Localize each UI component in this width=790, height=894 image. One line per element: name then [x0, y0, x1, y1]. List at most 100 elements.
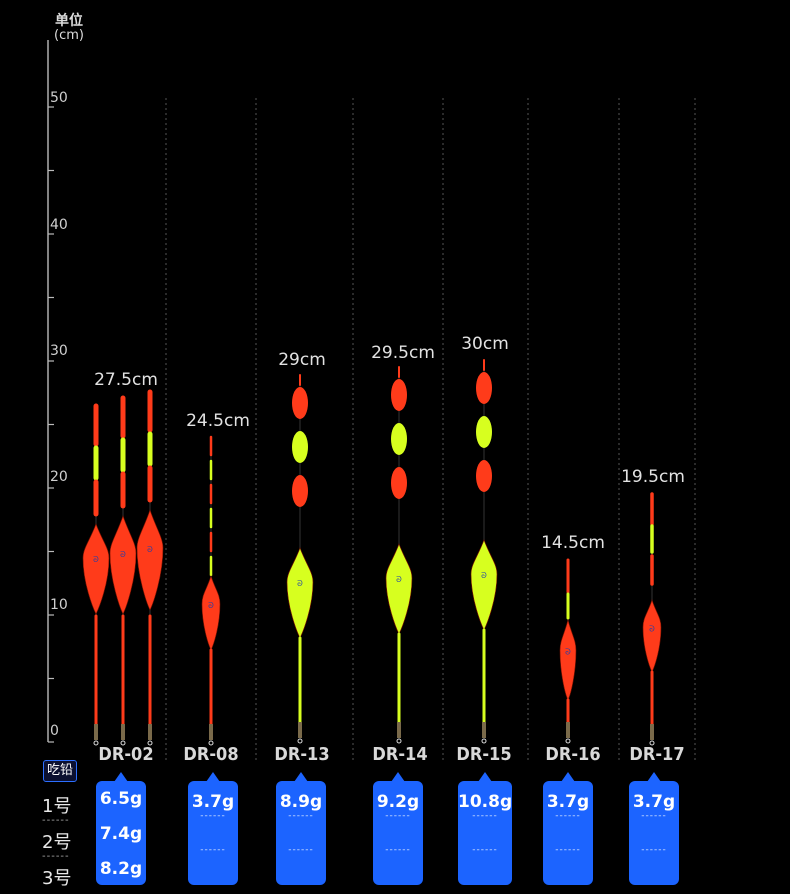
- weight-3-dr15: ------: [472, 845, 498, 855]
- weight-1-dr13: 8.9g: [279, 792, 323, 812]
- hook-eye: [120, 740, 126, 746]
- unit-label: 单位: [55, 13, 83, 29]
- logo-mark: ᘐ: [93, 555, 99, 564]
- bead-red: [476, 372, 492, 404]
- bead-yellow: [292, 431, 308, 463]
- float-tail: [209, 724, 213, 740]
- float-body: [470, 539, 498, 631]
- float-tail: [482, 722, 486, 738]
- weight-1-dr02: 6.5g: [99, 789, 143, 809]
- length-label-dr17: 19.5cm: [621, 467, 685, 487]
- float-body: [385, 543, 413, 635]
- lead-weight-header: 吃铅: [43, 760, 77, 782]
- length-label-dr15: 30cm: [461, 334, 509, 354]
- tick-30: 30: [50, 343, 68, 359]
- bead-yellow: [476, 416, 492, 448]
- hook-eye: [396, 738, 402, 744]
- length-label-dr14: 29.5cm: [371, 343, 435, 363]
- weight-card-dr08: 3.7g ------ ------: [188, 772, 238, 885]
- bead-red: [292, 475, 308, 507]
- weight-3-dr14: ------: [385, 845, 411, 855]
- float-tail: [121, 724, 125, 740]
- float-tail: [94, 724, 98, 740]
- float-tail: [650, 724, 654, 740]
- length-label-dr13: 29cm: [278, 350, 326, 370]
- weight-3-dr16: ------: [555, 845, 581, 855]
- length-label-dr08: 24.5cm: [186, 411, 250, 431]
- weight-card-dr02: 6.5g 7.4g 8.2g: [96, 772, 146, 885]
- row-label-1: 1号: [42, 796, 72, 817]
- model-dr17: DR-17: [629, 744, 685, 765]
- model-dr02: DR-02: [98, 744, 154, 765]
- hook-eye: [297, 738, 303, 744]
- length-label-dr02: 27.5cm: [94, 370, 158, 390]
- bead-red: [391, 467, 407, 499]
- row-separator-1: ------: [42, 815, 70, 826]
- bead-red: [391, 379, 407, 411]
- weight-3-dr13: ------: [288, 845, 314, 855]
- tick-50: 50: [50, 90, 68, 106]
- model-dr14: DR-14: [372, 744, 428, 765]
- weight-1-dr16: 3.7g: [546, 792, 590, 812]
- weight-1-dr08: 3.7g: [191, 792, 235, 812]
- weight-2-dr15: ------: [472, 811, 498, 821]
- bead-yellow: [391, 423, 407, 455]
- row-separator-2: ------: [42, 851, 70, 862]
- logo-mark: ᘐ: [120, 550, 126, 559]
- weight-card-dr13: 8.9g ------ ------: [276, 772, 326, 885]
- float-body-dr17: [642, 599, 662, 673]
- logo-mark: ᘐ: [649, 624, 655, 633]
- logo-mark: ᘐ: [147, 545, 153, 554]
- float-tail: [298, 722, 302, 738]
- hook-eye: [93, 740, 99, 746]
- float-body-dr08: [201, 575, 221, 651]
- bead-red: [476, 460, 492, 492]
- tick-0: 0: [50, 723, 59, 739]
- model-dr08: DR-08: [183, 744, 239, 765]
- hook-eye: [565, 738, 571, 744]
- unit-suffix: (cm): [54, 28, 84, 43]
- float-body-dr02: [136, 509, 164, 611]
- weight-card-dr16: 3.7g ------ ------: [543, 772, 593, 885]
- weight-card-dr17: 3.7g ------ ------: [629, 772, 679, 885]
- weight-card-dr14: 9.2g ------ ------: [373, 772, 423, 885]
- float-body: [286, 547, 314, 639]
- tick-20: 20: [50, 469, 68, 485]
- weight-3-dr17: ------: [641, 845, 667, 855]
- hook-eye: [481, 738, 487, 744]
- weight-card-dr15: 10.8g ------ ------: [458, 772, 513, 885]
- tick-40: 40: [50, 217, 68, 233]
- bead-red: [292, 387, 308, 419]
- logo-mark: ᘐ: [396, 575, 402, 584]
- model-dr15: DR-15: [456, 744, 512, 765]
- float-body-dr16: [559, 618, 577, 701]
- row-label-2: 2号: [42, 832, 72, 853]
- weight-2-dr08: ------: [200, 811, 226, 821]
- hook-eye: [649, 740, 655, 746]
- float-tail: [397, 722, 401, 738]
- logo-mark: ᘐ: [297, 579, 303, 588]
- float-tail: [566, 722, 570, 738]
- model-dr16: DR-16: [545, 744, 601, 765]
- hook-eye: [147, 740, 153, 746]
- weight-3-dr08: ------: [200, 845, 226, 855]
- tick-10: 10: [50, 597, 68, 613]
- weight-1-dr14: 9.2g: [376, 792, 420, 812]
- logo-mark: ᘐ: [481, 571, 487, 580]
- float-body-dr02: [82, 523, 110, 615]
- float-tail: [148, 724, 152, 740]
- weight-1-dr17: 3.7g: [632, 792, 676, 812]
- weight-2-dr17: ------: [641, 811, 667, 821]
- length-label-dr16: 14.5cm: [541, 533, 605, 553]
- weight-1-dr15: 10.8g: [458, 792, 513, 812]
- weight-2-dr02: 7.4g: [99, 824, 143, 844]
- weight-2-dr14: ------: [385, 811, 411, 821]
- row-label-3: 3号: [42, 868, 72, 889]
- weight-2-dr16: ------: [555, 811, 581, 821]
- hook-eye: [208, 740, 214, 746]
- weight-3-dr02: 8.2g: [99, 859, 143, 879]
- float-body-dr02: [109, 515, 137, 615]
- logo-mark: ᘐ: [208, 601, 214, 610]
